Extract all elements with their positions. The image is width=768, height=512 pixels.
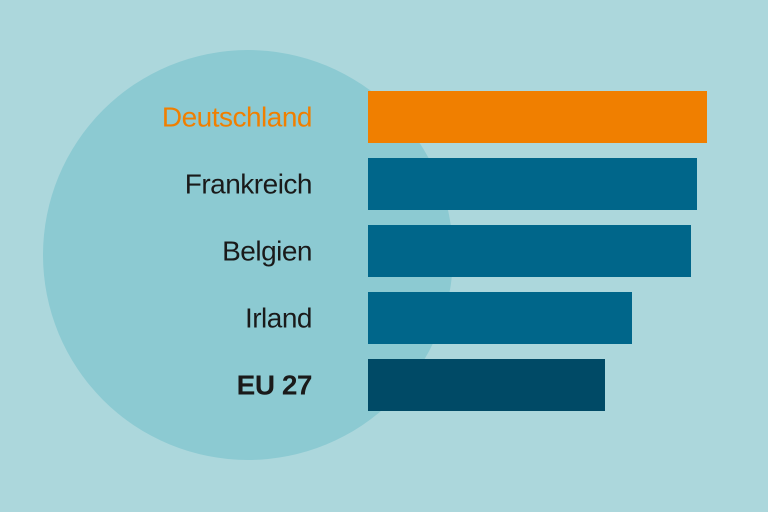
category-label: Belgien: [222, 235, 312, 266]
category-label: Irland: [245, 302, 312, 333]
category-label: Deutschland: [162, 101, 312, 132]
bar: [368, 91, 707, 143]
bar: [368, 158, 697, 210]
bar: [368, 225, 691, 277]
category-label: Frankreich: [185, 168, 312, 199]
bar: [368, 359, 605, 411]
bar: [368, 292, 632, 344]
category-label: EU 27: [237, 369, 312, 400]
decor-circle: [43, 50, 453, 460]
